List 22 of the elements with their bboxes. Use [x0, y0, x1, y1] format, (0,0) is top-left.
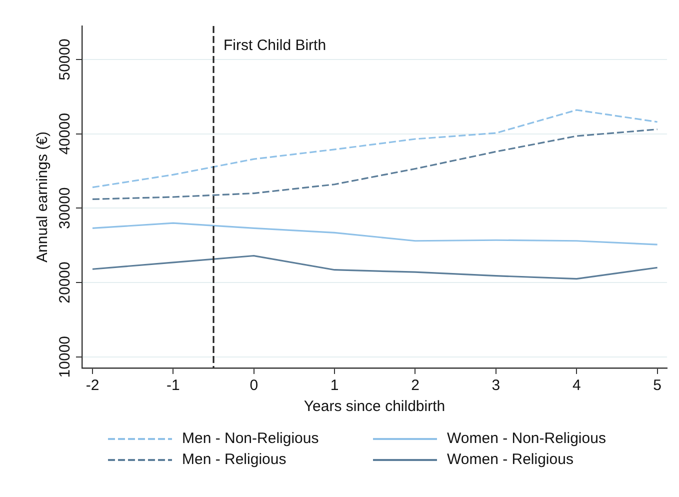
legend-label: Women - Religious — [447, 451, 574, 468]
y-axis-title: Annual earnings (€) — [34, 132, 52, 262]
x-tick-label: 5 — [653, 377, 662, 394]
line-series — [92, 109, 658, 188]
x-tick-label: -2 — [86, 377, 100, 394]
x-axis-title: Years since childbirth — [304, 398, 446, 416]
x-tick-label: 0 — [250, 377, 258, 394]
y-tick-label: 10000 — [56, 336, 74, 378]
y-tick-label: 30000 — [56, 187, 74, 230]
x-tick-label: 4 — [572, 377, 581, 394]
y-tick-label: 20000 — [56, 262, 74, 304]
x-tick-label: 3 — [492, 377, 500, 394]
line-series — [92, 128, 658, 200]
x-tick-label: 1 — [330, 377, 339, 394]
x-tick-label: -1 — [166, 377, 180, 394]
legend-label: Men - Non-Religious — [182, 430, 319, 447]
x-tick-label: 2 — [411, 377, 420, 394]
legend-label: Women - Non-Religious — [447, 430, 606, 447]
y-tick-label: 40000 — [56, 112, 74, 155]
ref-line-label: First Child Birth — [224, 37, 326, 54]
y-tick-label: 50000 — [56, 38, 74, 80]
legend-label: Men - Religious — [182, 451, 286, 468]
